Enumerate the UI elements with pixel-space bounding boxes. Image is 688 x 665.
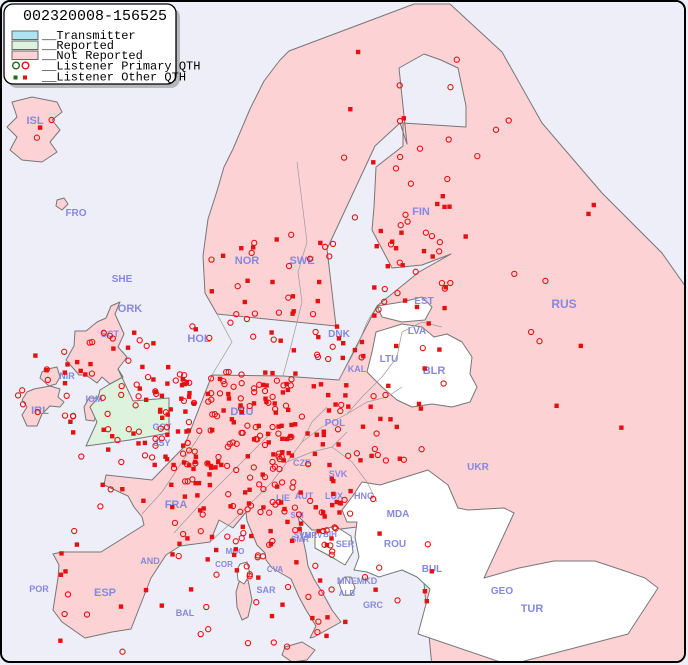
svg-text:CVA: CVA: [267, 565, 284, 574]
svg-text:002320008-156525: 002320008-156525: [23, 8, 167, 25]
svg-text:AUT: AUT: [295, 491, 314, 501]
svg-text:POL: POL: [325, 418, 346, 429]
svg-text:ALB: ALB: [339, 589, 356, 598]
svg-text:FRO: FRO: [65, 208, 86, 219]
svg-text:ISL: ISL: [26, 115, 43, 127]
svg-text:AND: AND: [140, 556, 160, 566]
svg-text:SHE: SHE: [112, 274, 133, 285]
svg-text:MDA: MDA: [387, 509, 410, 520]
svg-text:NOR: NOR: [235, 255, 260, 267]
svg-text:FRA: FRA: [165, 499, 188, 511]
svg-text:ORK: ORK: [118, 303, 143, 315]
svg-text:BAL: BAL: [176, 608, 195, 618]
svg-text:LVA: LVA: [408, 326, 427, 337]
svg-text:POR: POR: [29, 584, 49, 594]
svg-text:FIN: FIN: [412, 206, 430, 218]
svg-text:GEO: GEO: [491, 586, 513, 597]
svg-text:ROU: ROU: [384, 539, 406, 550]
svg-text:UKR: UKR: [467, 462, 489, 473]
svg-text:GRC: GRC: [363, 600, 384, 610]
svg-text:LTU: LTU: [380, 354, 399, 365]
svg-text:ESP: ESP: [94, 587, 116, 599]
svg-text:TUR: TUR: [521, 603, 544, 615]
svg-text:SAR: SAR: [256, 585, 276, 595]
svg-text:MNE: MNE: [337, 576, 357, 586]
svg-text:RUS: RUS: [551, 297, 576, 311]
svg-text:COR: COR: [215, 560, 233, 569]
svg-text:NIR: NIR: [59, 371, 75, 381]
svg-text:SER: SER: [336, 539, 355, 549]
svg-text:KAL: KAL: [348, 364, 367, 374]
svg-text:__Listener Other QTH: __Listener Other QTH: [41, 71, 186, 85]
